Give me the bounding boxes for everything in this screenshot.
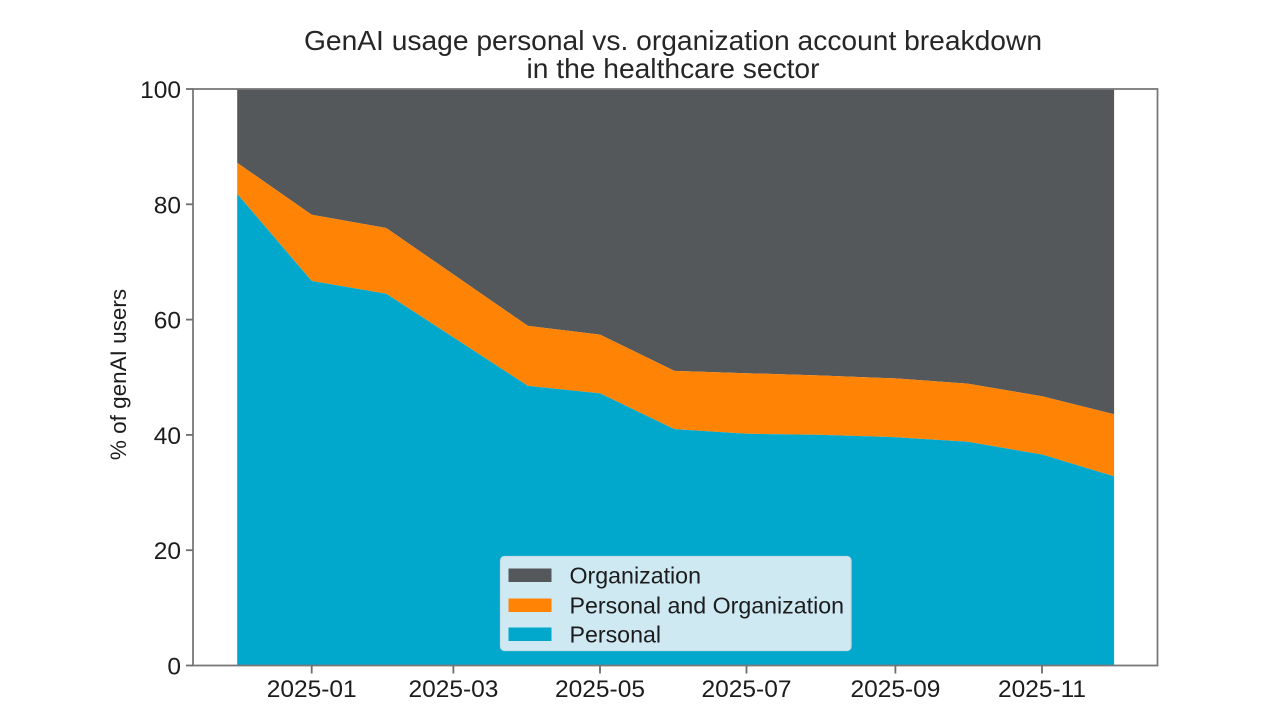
svg-text:Personal: Personal bbox=[570, 622, 662, 648]
svg-text:20: 20 bbox=[154, 538, 181, 565]
svg-text:100: 100 bbox=[140, 77, 181, 104]
svg-text:80: 80 bbox=[154, 192, 181, 219]
svg-text:2025-01: 2025-01 bbox=[267, 676, 357, 703]
svg-text:in the healthcare sector: in the healthcare sector bbox=[526, 52, 819, 84]
svg-text:2025-09: 2025-09 bbox=[850, 676, 940, 703]
svg-text:40: 40 bbox=[154, 423, 181, 450]
svg-text:Personal and Organization: Personal and Organization bbox=[570, 593, 845, 619]
svg-text:2025-07: 2025-07 bbox=[702, 676, 792, 703]
svg-text:0: 0 bbox=[167, 654, 181, 681]
svg-text:60: 60 bbox=[154, 308, 181, 335]
svg-text:GenAI usage personal vs. organ: GenAI usage personal vs. organization ac… bbox=[304, 24, 1042, 56]
svg-text:% of genAI users: % of genAI users bbox=[106, 289, 131, 460]
svg-text:Organization: Organization bbox=[570, 563, 701, 589]
svg-text:2025-11: 2025-11 bbox=[998, 676, 1086, 703]
svg-text:2025-05: 2025-05 bbox=[555, 676, 645, 703]
svg-text:2025-03: 2025-03 bbox=[408, 676, 498, 703]
